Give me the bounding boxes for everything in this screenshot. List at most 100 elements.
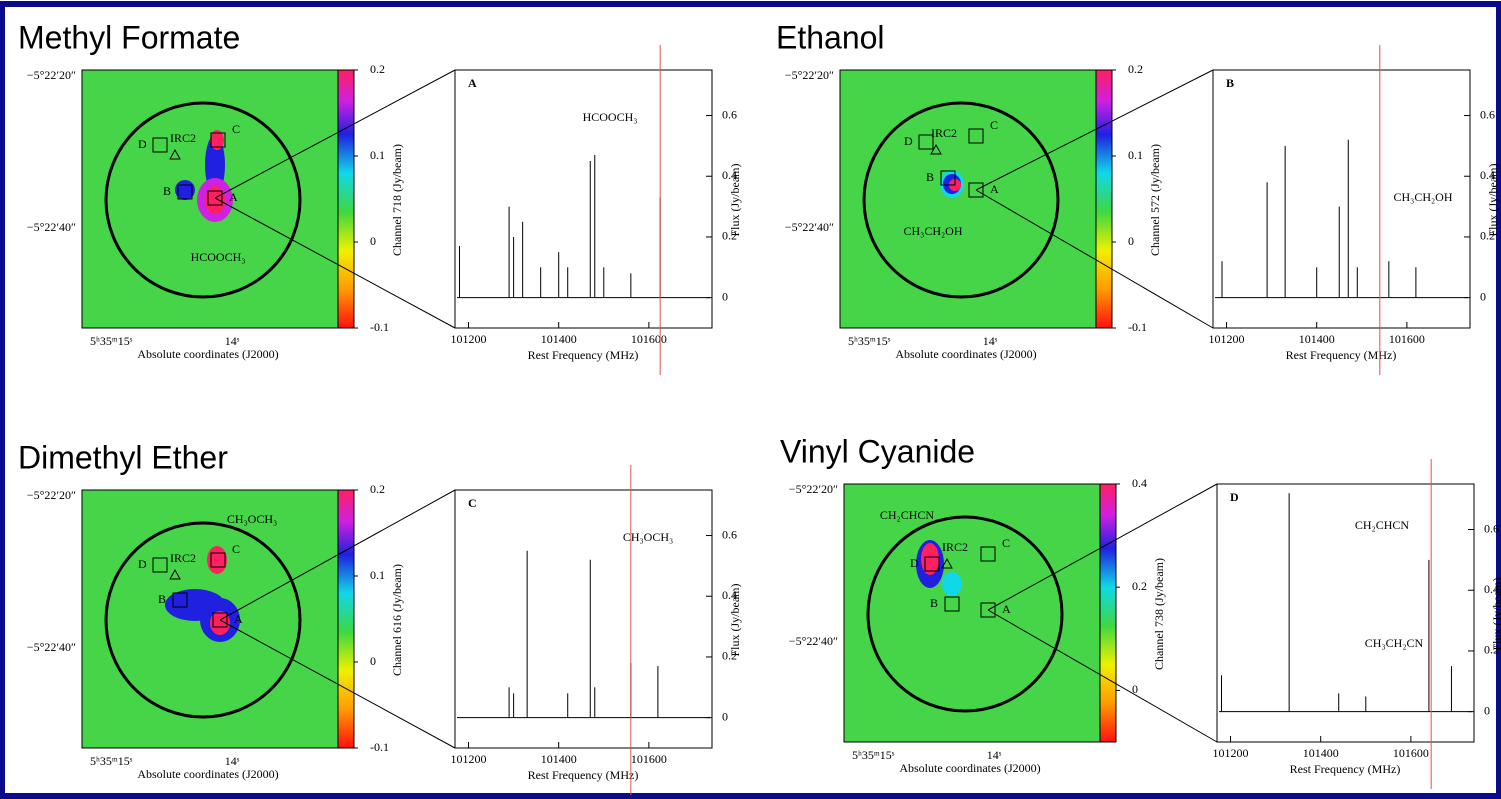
source-triangle xyxy=(169,568,181,580)
panel-title: Methyl Formate xyxy=(18,19,240,55)
colorbar-tick-label: -0.1 xyxy=(370,740,389,754)
y-tick-label: 0.6 xyxy=(722,527,737,541)
marker-label: D xyxy=(138,557,147,571)
spectrum-xlabel: Rest Frequency (MHz) xyxy=(1290,762,1401,776)
zoom-line xyxy=(987,609,1218,743)
y-tick-label: 0.4 xyxy=(722,588,737,602)
colorbar-tick-label: 0 xyxy=(370,654,376,668)
x-tick-label: 101400 xyxy=(541,332,577,346)
ra-label: 14ˢ xyxy=(983,334,998,348)
colorbar xyxy=(337,489,355,749)
y-tick-label: 0.6 xyxy=(722,107,737,121)
position-marker xyxy=(980,602,996,618)
x-tick-label: 101400 xyxy=(1299,332,1335,346)
colorbar-tick-label: 0 xyxy=(370,234,376,248)
marker-label: D xyxy=(904,134,913,148)
y-tick-label: 0.2 xyxy=(1484,643,1499,657)
panel: Methyl Formate A B C D IRC2 HCOOCH₃ −5°22′20″ −5… xyxy=(18,19,742,375)
marker-label: A xyxy=(1002,602,1011,616)
panel-title: Dimethyl Ether xyxy=(18,439,228,475)
colorbar-label: Channel 718 (Jy/beam) xyxy=(390,144,404,256)
spectrum-ylabel: Flux (Jy/beam) xyxy=(728,164,742,237)
panel: Vinyl Cyanide A B C D IRC2 CH₂CHCN −5°22′20″ −5°… xyxy=(780,433,1501,789)
emission-blob xyxy=(210,130,224,150)
spectrum-annotation: CH₃CH₂OH xyxy=(1393,190,1452,204)
source-label: IRC2 xyxy=(170,551,196,565)
colorbar-tick-label: 0.2 xyxy=(1132,579,1147,593)
x-tick-label: 101600 xyxy=(631,752,667,766)
source-label: IRC2 xyxy=(942,540,968,554)
x-tick-label: 101600 xyxy=(631,332,667,346)
emission-blob xyxy=(207,546,227,574)
marker-label: C xyxy=(990,118,998,132)
source-label: IRC2 xyxy=(931,126,957,140)
spectrum-xlabel: Rest Frequency (MHz) xyxy=(528,768,639,782)
ra-label: 5ʰ35ᵐ15ˢ xyxy=(90,754,133,768)
y-tick-label: 0.4 xyxy=(1480,168,1495,182)
dec-label: −5°22′20″ xyxy=(27,488,76,502)
position-marker xyxy=(944,596,960,612)
x-tick-label: 101200 xyxy=(451,752,487,766)
map-background xyxy=(839,69,1097,329)
spectrum-frame xyxy=(454,69,713,329)
x-tick-label: 101200 xyxy=(1209,332,1245,346)
x-tick-label: 101600 xyxy=(1393,746,1429,760)
colorbar-tick-label: 0 xyxy=(1128,234,1134,248)
x-tick-label: 101400 xyxy=(541,752,577,766)
marker-label: B xyxy=(158,592,166,606)
y-tick-label: 0.2 xyxy=(1480,229,1495,243)
spectrum-panel-label: B xyxy=(1226,76,1234,90)
ra-label: 5ʰ35ᵐ15ˢ xyxy=(90,334,133,348)
spectrum-ylabel: Flux (Jy/beam) xyxy=(728,584,742,657)
map-xlabel: Absolute coordinates (J2000) xyxy=(895,347,1036,361)
colorbar-tick-label: 0.4 xyxy=(1132,476,1147,490)
marker-label: C xyxy=(232,542,240,556)
colorbar-tick-label: 0.1 xyxy=(370,568,385,582)
beam-circle xyxy=(862,101,1060,299)
marker-label: A xyxy=(990,182,999,196)
map-label: CH₂CHCN xyxy=(880,508,935,522)
beam-circle xyxy=(104,101,302,299)
panel: Dimethyl Ether A B C D IRC2 CH₃OCH₃ −5°22′20″ −5… xyxy=(18,439,742,795)
map-xlabel: Absolute coordinates (J2000) xyxy=(899,761,1040,775)
colorbar-tick-label: 0.1 xyxy=(370,148,385,162)
zoom-line xyxy=(214,69,456,199)
y-tick-label: 0 xyxy=(1484,703,1490,717)
spectrum-frame xyxy=(1216,483,1475,743)
colorbar-tick-label: 0 xyxy=(1132,682,1138,696)
marker-label: B xyxy=(930,596,938,610)
marker-label: A xyxy=(229,190,238,204)
colorbar-label: Channel 738 (Jy/beam) xyxy=(1152,558,1166,670)
marker-label: A xyxy=(234,612,243,626)
marker-label: D xyxy=(138,137,147,151)
y-tick-label: 0 xyxy=(722,289,728,303)
zoom-line xyxy=(214,197,456,329)
zoom-line xyxy=(987,483,1218,611)
panel-title: Ethanol xyxy=(776,19,885,55)
spectrum-frame xyxy=(454,489,713,749)
y-tick-label: 0.2 xyxy=(722,229,737,243)
dec-label: −5°22′40″ xyxy=(785,220,834,234)
marker-label: C xyxy=(232,122,240,136)
source-label: IRC2 xyxy=(170,131,196,145)
dec-label: −5°22′20″ xyxy=(785,68,834,82)
colorbar-label: Channel 572 (Jy/beam) xyxy=(1148,144,1162,256)
spectrum-ylabel: Flux (Jy/beam) xyxy=(1486,164,1500,237)
position-marker xyxy=(940,170,956,186)
panel-title: Vinyl Cyanide xyxy=(780,433,975,469)
ra-label: 14ˢ xyxy=(987,748,1002,762)
dec-label: −5°22′40″ xyxy=(27,640,76,654)
y-tick-label: 0.4 xyxy=(722,168,737,182)
y-tick-label: 0.2 xyxy=(722,649,737,663)
zoom-line xyxy=(975,69,1214,191)
zoom-line xyxy=(975,189,1214,329)
colorbar xyxy=(337,69,355,329)
map-xlabel: Absolute coordinates (J2000) xyxy=(137,767,278,781)
zoom-line xyxy=(219,619,456,749)
map-background xyxy=(81,69,339,329)
y-tick-label: 0.4 xyxy=(1484,582,1499,596)
colorbar-label: Channel 616 (Jy/beam) xyxy=(390,564,404,676)
map-label: CH₃CH₂OH xyxy=(903,224,962,238)
